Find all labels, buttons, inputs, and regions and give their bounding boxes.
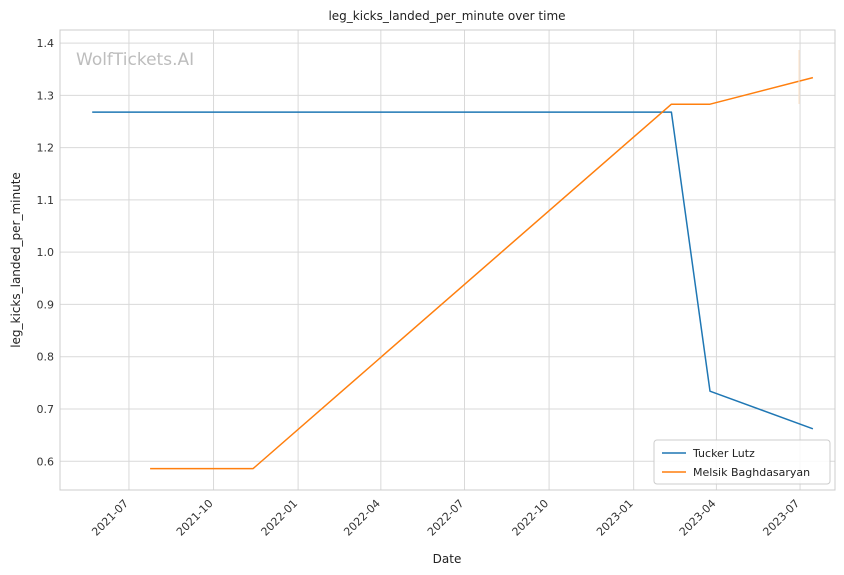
x-tick-label: 2021-10 bbox=[174, 497, 216, 539]
series-line-tucker-lutz bbox=[92, 111, 814, 430]
x-axis-title: Date bbox=[433, 552, 462, 566]
watermark: WolfTickets.AI bbox=[76, 50, 194, 70]
x-tick-label: 2023-01 bbox=[594, 497, 636, 539]
y-tick-label: 0.7 bbox=[37, 403, 55, 416]
x-tick-label: 2023-07 bbox=[760, 497, 802, 539]
y-tick-label: 0.9 bbox=[37, 298, 55, 311]
y-tick-label: 1.4 bbox=[37, 37, 55, 50]
plot-area-frame bbox=[59, 29, 836, 491]
y-tick-label: 1.3 bbox=[37, 89, 55, 102]
x-tick-label: 2022-04 bbox=[341, 497, 383, 539]
grid-lines bbox=[60, 30, 835, 490]
legend: Tucker Lutz Melsik Baghdasaryan bbox=[653, 439, 831, 485]
x-tick-label: 2023-04 bbox=[677, 497, 719, 539]
y-tick-label: 0.8 bbox=[37, 351, 55, 364]
x-tick-label: 2022-10 bbox=[510, 497, 552, 539]
legend-label-tucker-lutz: Tucker Lutz bbox=[692, 447, 755, 460]
series-line-melsik-baghdasaryan bbox=[150, 76, 814, 470]
x-tick-labels: 2021-07 2021-10 2022-01 2022-04 2022-07 2022-… bbox=[89, 497, 802, 539]
legend-box bbox=[653, 439, 831, 485]
y-tick-labels: 0.6 0.7 0.8 0.9 1.0 1.1 1.2 1.3 1.4 bbox=[37, 37, 55, 468]
x-tick-label: 2022-01 bbox=[259, 497, 301, 539]
y-tick-label: 1.1 bbox=[37, 194, 55, 207]
legend-label-melsik-baghdasaryan: Melsik Baghdasaryan bbox=[693, 466, 810, 479]
y-tick-label: 1.0 bbox=[37, 246, 55, 259]
x-tick-label: 2021-07 bbox=[89, 497, 131, 539]
series-lines bbox=[92, 76, 814, 470]
chart-title: leg_kicks_landed_per_minute over time bbox=[328, 9, 565, 23]
y-tick-label: 1.2 bbox=[37, 142, 55, 155]
x-tick-label: 2022-07 bbox=[425, 497, 467, 539]
y-axis-title: leg_kicks_landed_per_minute bbox=[9, 172, 23, 348]
y-tick-label: 0.6 bbox=[37, 455, 55, 468]
